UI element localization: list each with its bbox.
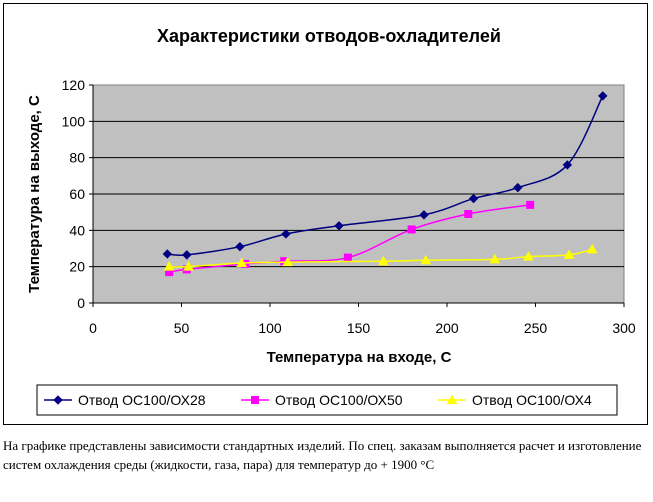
data-point-series-1 [598, 91, 608, 101]
x-tick-label: 200 [435, 320, 459, 336]
data-point-series-1 [281, 229, 291, 239]
x-tick-label: 250 [524, 320, 548, 336]
data-point-series-1 [419, 210, 429, 220]
data-point-series-3 [236, 257, 248, 268]
y-tick-label: 120 [62, 77, 86, 93]
legend-marker-2 [251, 396, 259, 404]
data-point-series-3 [523, 251, 534, 261]
chart-area: Характеристики отводов-охладителей 0 20 40… [3, 3, 648, 425]
data-point-series-2 [407, 225, 416, 234]
data-point-series-3 [586, 243, 598, 254]
data-point-series-1 [162, 249, 173, 259]
data-point-series-1 [182, 250, 192, 260]
y-tick-label: 60 [69, 186, 85, 202]
data-point-series-1 [468, 193, 479, 204]
legend-marker-1 [53, 395, 63, 405]
legend: Отвод ОС100/ОХ28 Отвод ОС100/ОХ50 Отвод ОС… [36, 384, 618, 416]
data-point-series-1 [513, 182, 523, 193]
series-line-1 [167, 95, 604, 256]
legend-box [36, 384, 618, 416]
chart-title: Характеристики отводов-охладителей [157, 26, 501, 46]
data-point-series-3 [163, 261, 175, 271]
data-point-series-2 [526, 200, 535, 209]
series-line-3 [169, 248, 593, 268]
data-point-series-1 [334, 221, 344, 231]
legend-marker-3 [446, 394, 458, 404]
y-tick-label: 80 [69, 150, 85, 166]
data-point-series-3 [420, 254, 432, 265]
x-tick-label: 150 [347, 320, 371, 336]
data-point-series-3 [377, 255, 389, 266]
data-point-series-2 [343, 253, 352, 262]
data-point-series-3 [489, 253, 501, 264]
chart-svg: Характеристики отводов-охладителей 0 20 40… [26, 26, 636, 416]
legend-label-1: Отвод ОС100/ОХ28 [78, 392, 206, 408]
data-point-series-1 [235, 241, 245, 252]
data-point-series-3 [563, 249, 575, 259]
x-tick-label: 100 [258, 320, 282, 336]
y-tick-label: 100 [62, 113, 86, 129]
legend-label-3: Отвод ОС100/ОХ4 [472, 392, 592, 408]
data-point-series-1 [562, 160, 573, 170]
y-tick-label: 0 [77, 295, 85, 311]
caption-text: На графике представлены зависимости стан… [3, 438, 642, 472]
x-tick-label: 50 [174, 320, 190, 336]
data-point-series-3 [183, 261, 194, 271]
y-tick-label: 20 [69, 259, 85, 275]
data-point-series-3 [282, 256, 294, 267]
x-tick-label: 0 [89, 320, 97, 336]
y-tick-label: 40 [69, 222, 85, 238]
x-axis-label: Температура на входе, С [267, 349, 452, 366]
y-axis-label: Температура на выходе, С [26, 95, 43, 293]
legend-label-2: Отвод ОС100/ОХ50 [275, 392, 403, 408]
x-tick-label: 300 [612, 320, 636, 336]
data-point-series-2 [464, 209, 473, 218]
